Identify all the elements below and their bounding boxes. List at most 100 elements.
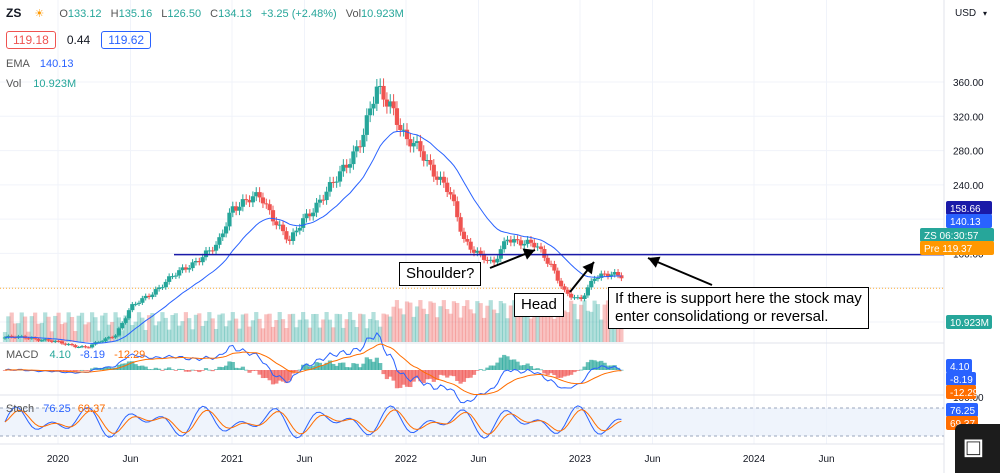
macd-hist-75	[254, 370, 259, 371]
candle-147	[495, 258, 500, 263]
candle-11	[39, 340, 44, 342]
macd-hist-47	[160, 370, 165, 371]
macd-hist-61	[207, 369, 212, 371]
macd-v3: -12.29	[114, 349, 146, 361]
candle-134	[451, 194, 456, 202]
macd-hist-170	[572, 370, 577, 373]
time-label-8: 2024	[743, 454, 766, 465]
ask-box[interactable]: 119.62	[101, 31, 152, 49]
macd-hist-99	[334, 365, 339, 370]
macd-hist-0	[2, 370, 8, 371]
volume-bar-148	[498, 301, 503, 342]
macd-hist-30	[103, 367, 108, 370]
candle-97	[327, 182, 333, 192]
candle-151	[508, 239, 513, 243]
candle-58	[197, 261, 202, 263]
volume-legend: Vol 10.923M	[6, 78, 76, 90]
candle-77	[260, 197, 266, 204]
macd-hist-21	[73, 370, 78, 372]
candle-15	[53, 341, 58, 343]
candle-74	[250, 196, 255, 203]
macd-hist-58	[197, 370, 202, 373]
macd-hist-36	[123, 363, 128, 370]
volume-bar-83	[280, 319, 286, 342]
stoch-label[interactable]: Stoch	[6, 403, 35, 415]
low-value: 126.50	[167, 8, 202, 20]
candle-101	[341, 164, 346, 172]
symbol-label[interactable]: ZS	[6, 6, 22, 20]
candle-180	[605, 273, 611, 277]
volume-bar-112	[378, 326, 383, 342]
macd-hist-22	[76, 370, 81, 371]
volume-bar-69	[234, 318, 239, 342]
candle-75	[254, 192, 259, 197]
macd-hist-52	[177, 368, 182, 370]
volume-bar-114	[384, 314, 389, 342]
volume-bar-60	[203, 320, 209, 342]
candle-30	[103, 338, 108, 342]
candle-23	[79, 346, 85, 348]
candle-137	[461, 231, 467, 239]
volume-bar-39	[133, 321, 138, 342]
macd-hist-140	[471, 370, 477, 375]
volume-bar-76	[257, 318, 262, 342]
candle-99	[334, 181, 339, 183]
bid-ask-row: 119.18 0.44 119.62	[6, 31, 152, 49]
candle-105	[354, 146, 359, 152]
volume-bar-147	[495, 313, 500, 342]
candle-141	[475, 250, 480, 253]
candle-16	[56, 341, 61, 343]
macd-hist-87	[294, 370, 299, 372]
candle-33	[113, 335, 118, 338]
macd-hist-70	[237, 368, 242, 370]
volume-bar-152	[512, 300, 517, 342]
macd-hist-97	[327, 360, 333, 370]
candle-116	[391, 101, 396, 109]
volume-bar-21	[73, 330, 78, 342]
macd-hist-102	[344, 367, 349, 370]
candle-106	[358, 146, 363, 148]
volume-bar-159	[535, 300, 540, 342]
volume-bar-50	[170, 314, 175, 342]
volume-bar-5	[19, 312, 24, 342]
candle-67	[227, 212, 232, 227]
candle-124	[418, 141, 423, 152]
volume-bar-90	[304, 319, 309, 342]
volume-bar-71	[240, 314, 245, 342]
volume-bar-6	[23, 316, 28, 342]
macd-hist-157	[528, 366, 534, 370]
macd-hist-98	[331, 363, 336, 370]
candle-159	[535, 246, 540, 248]
volume-bar-161	[542, 312, 547, 342]
volume-bar-80	[270, 326, 276, 342]
bid-box[interactable]: 119.18	[6, 31, 56, 49]
sun-icon: ☀	[34, 8, 45, 20]
macd-hist-125	[421, 370, 426, 384]
macd-label[interactable]: MACD	[6, 349, 39, 361]
candle-149	[502, 241, 507, 250]
candle-89	[301, 218, 306, 228]
candle-127	[428, 160, 433, 165]
candle-102	[344, 164, 349, 168]
macd-hist-83	[280, 370, 286, 382]
macd-badge-1-bg	[946, 359, 972, 373]
macd-hist-166	[559, 370, 564, 378]
candle-173	[582, 295, 587, 300]
volume-bar-99	[334, 313, 339, 342]
macd-v1: 4.10	[49, 349, 71, 361]
macd-hist-146	[492, 365, 497, 370]
macd-hist-119	[401, 370, 406, 385]
candle-130	[438, 176, 443, 180]
volume-bar-120	[404, 301, 410, 342]
macd-hist-57	[193, 370, 199, 371]
macd-hist-62	[210, 370, 215, 372]
vol-label: Vol	[345, 8, 362, 20]
macd-hist-173	[582, 366, 587, 370]
candle-136	[458, 217, 463, 232]
ema-label[interactable]: EMA	[6, 58, 30, 70]
macd-hist-95	[321, 365, 326, 370]
macd-hist-92	[311, 365, 316, 370]
candle-92	[311, 212, 316, 217]
vol-row-label[interactable]: Vol	[6, 78, 22, 90]
